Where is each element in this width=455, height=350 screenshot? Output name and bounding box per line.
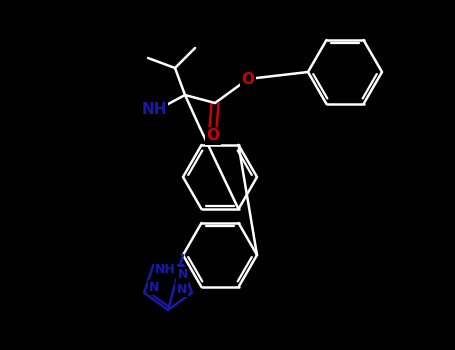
Text: N: N	[177, 283, 187, 296]
Text: N: N	[149, 281, 159, 294]
Text: NH: NH	[155, 263, 176, 276]
Text: NH: NH	[141, 103, 167, 118]
Text: N: N	[177, 268, 188, 281]
Text: O: O	[242, 71, 254, 86]
Text: O: O	[207, 128, 219, 143]
